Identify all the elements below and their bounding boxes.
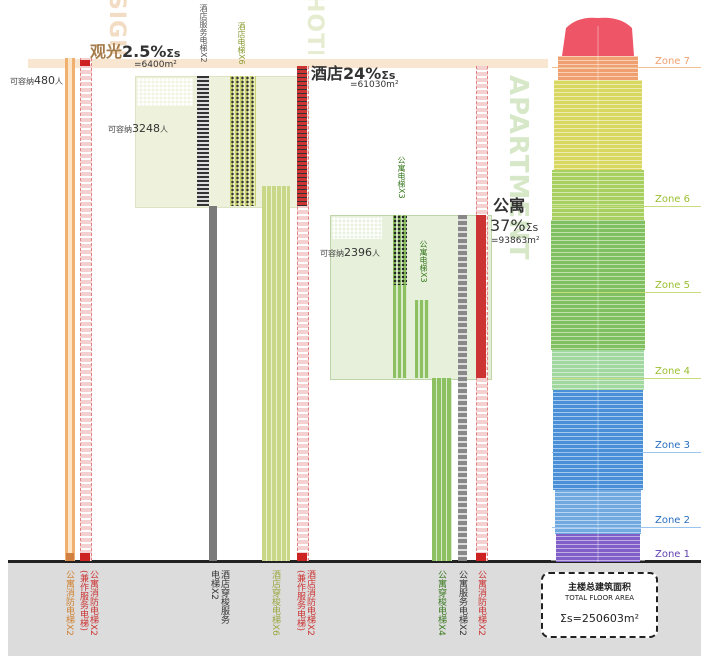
- zone-2-label: Zone 2: [655, 515, 690, 526]
- hotel-service-shaft-top: [197, 76, 209, 206]
- total-cn: 主楼总建筑面积: [567, 583, 631, 593]
- apt-fire-2-bottom: [476, 553, 486, 561]
- tower-top-red: [562, 17, 634, 56]
- total-value: Σs=250603m²: [559, 612, 639, 625]
- label-apt-fire: 公寓消防电梯X2: [64, 570, 74, 636]
- total-floor-area-box: 主楼总建筑面积 TOTAL FLOOR AREA Σs=250603m²: [541, 572, 658, 638]
- hotel-fire-upper: [297, 66, 307, 206]
- label-hotel-service: 酒店服务电梯X2: [199, 4, 208, 63]
- label-apt-fire-2: 公寓消防电梯X2: [476, 570, 486, 636]
- sight-cap-prefix: 可容纳: [10, 77, 34, 86]
- apartment-pct-value: 37%: [490, 216, 526, 235]
- hotel-english: HOTEL: [302, 0, 327, 54]
- sightseeing-sigma: Σs: [166, 47, 181, 60]
- apt-fire-bottom: [66, 553, 74, 561]
- sightseeing-capacity: 可容纳480人: [10, 74, 63, 87]
- hotel-fire-bottom: [297, 553, 307, 561]
- apt-service-shaft: [458, 215, 467, 561]
- hotel-cap-value: 3248: [132, 122, 160, 135]
- apt-passenger-shaft-b: [415, 300, 429, 378]
- hotel-sigma: Σs: [381, 69, 396, 82]
- ground-line: [8, 560, 701, 563]
- zone-1-label: Zone 1: [655, 549, 690, 560]
- zone-7-label: Zone 7: [655, 56, 690, 67]
- label-apt-passenger-2: 公寓电梯X3: [419, 240, 428, 283]
- hotel-cap-unit: 人: [160, 125, 168, 134]
- apt-cap-prefix: 可容纳: [320, 249, 344, 258]
- apt-fire-service-top: [80, 60, 90, 66]
- sightseeing-area: =6400m²: [134, 60, 177, 70]
- zone-line-6: [552, 206, 701, 207]
- sight-cap-value: 480: [34, 74, 55, 87]
- hotel-area: =61030m²: [350, 80, 399, 90]
- label-apt-service: 公寓服务电梯X2: [457, 570, 467, 636]
- label-hotel-shuttle-service: 酒店穿梭服务 电梯X2: [209, 570, 229, 624]
- sightseeing-band: [28, 59, 548, 68]
- label-apt-fire-service: 公寓消防电梯X2 (兼作服务电梯): [78, 570, 98, 636]
- hotel-capacity: 可容纳3248人: [108, 122, 168, 135]
- apt-passenger-dots-a: [393, 215, 407, 285]
- apt-fire-2-red: [476, 215, 486, 378]
- zone-5-label: Zone 5: [655, 280, 690, 291]
- zone-line-4: [552, 378, 701, 379]
- label-hotel-fire: 酒店消防电梯X2 (兼作服务电梯): [295, 570, 315, 636]
- apartment-cn: 公寓: [493, 196, 526, 215]
- sightseeing-pct-value: 2.5%: [122, 42, 167, 61]
- hotel-pct-value: 24%: [343, 64, 382, 83]
- hotel-cap-prefix: 可容纳: [108, 125, 132, 134]
- hotel-pct: 酒店24%Σs: [311, 60, 395, 84]
- zone-line-5: [552, 292, 701, 293]
- apartment-zone-area: [330, 215, 492, 380]
- apt-cap-unit: 人: [372, 249, 380, 258]
- sightseeing-english: SIGHTSEEING: [104, 0, 129, 54]
- apt-fire-shaft: [65, 58, 75, 561]
- apartment-english: APARTMENT: [503, 75, 533, 261]
- total-en: TOTAL FLOOR AREA: [564, 594, 635, 602]
- apt-shuttle-shaft: [432, 378, 452, 561]
- apartment-sigma: Σs: [525, 221, 539, 234]
- apartment-occupant-icons: [332, 217, 382, 239]
- apt-fire-service-bottom: [80, 553, 90, 561]
- sightseeing-cn: 观光: [90, 42, 123, 61]
- zone-line-7: [552, 67, 701, 68]
- apt-fire-service-shaft: [80, 58, 92, 561]
- hotel-cn: 酒店: [311, 64, 344, 83]
- apartment-area: =93863m²: [491, 236, 540, 246]
- hotel-shuttle-service-shaft: [209, 206, 217, 561]
- zone-line-2: [552, 527, 701, 528]
- zone-line-3: [552, 452, 701, 453]
- apt-cap-value: 2396: [344, 246, 372, 259]
- hotel-passenger-dots: [230, 76, 256, 206]
- label-hotel-shuttle: 酒店穿梭电梯X6: [270, 570, 280, 636]
- tower-illustration: [551, 17, 645, 562]
- apartment-pct: 37%Σs: [490, 216, 538, 235]
- zone-3-label: Zone 3: [655, 440, 690, 451]
- zone-6-label: Zone 6: [655, 194, 690, 205]
- sight-cap-unit: 人: [55, 77, 63, 86]
- label-hotel-passenger: 酒店电梯X6: [237, 22, 246, 65]
- label-apt-shuttle: 公寓穿梭电梯X4: [436, 570, 446, 636]
- zone-4-label: Zone 4: [655, 366, 690, 377]
- hotel-occupant-icons: [137, 78, 193, 106]
- label-apt-passenger: 公寓电梯X3: [397, 156, 406, 199]
- apartment-capacity: 可容纳2396人: [320, 246, 380, 259]
- sightseeing-pct: 观光2.5%Σs: [90, 38, 180, 62]
- hotel-shuttle-shaft: [262, 186, 290, 561]
